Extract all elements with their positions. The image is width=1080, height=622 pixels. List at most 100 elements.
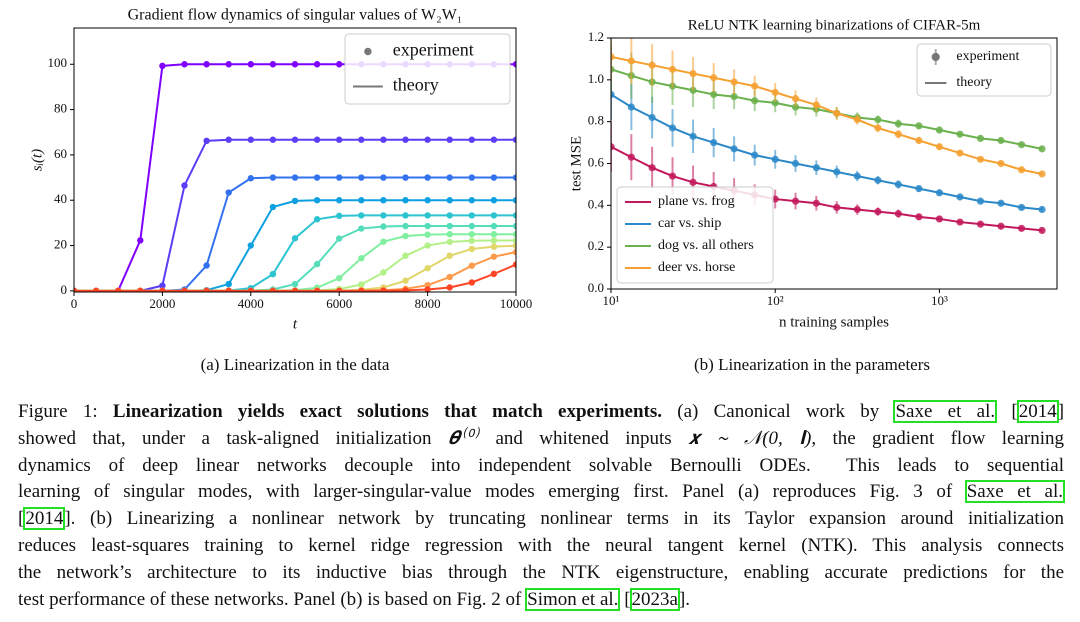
citation[interactable]: Simon et al. — [525, 587, 621, 611]
y-tick-label: 80 — [54, 101, 67, 116]
experiment-point — [358, 212, 365, 219]
experiment-point — [512, 136, 516, 143]
x-tick-label: 8000 — [415, 296, 441, 311]
experiment-point — [159, 62, 166, 70]
experiment-point — [291, 174, 299, 181]
subcaption: (a) Linearization in the data — [201, 355, 390, 374]
caption-text: , the gradient flow learning — [811, 427, 1065, 449]
experiment-point — [446, 222, 453, 230]
experiment-point — [424, 222, 431, 230]
y-tick-label: 1.2 — [588, 29, 604, 44]
legend-label: theory — [393, 75, 439, 95]
experiment-point — [291, 287, 299, 292]
caption-text: learning of singular modes, with larger-… — [18, 481, 966, 503]
experiment-point — [137, 237, 144, 244]
experiment-point — [380, 238, 387, 245]
experiment-point — [225, 189, 232, 196]
experiment-point — [203, 262, 210, 269]
x-tick-label: 0 — [71, 296, 78, 311]
experiment-point — [313, 136, 321, 143]
experiment-point — [402, 174, 409, 181]
experiment-point — [512, 174, 516, 181]
x-tick-label: 10¹ — [603, 293, 620, 308]
experiment-point — [358, 197, 365, 204]
caption-text: Figure 1: — [18, 401, 113, 422]
x-axis-label: t — [293, 316, 298, 332]
citation[interactable]: Saxe et al. — [893, 400, 998, 423]
y-tick-label: 1.0 — [588, 71, 604, 86]
experiment-point — [336, 274, 343, 282]
experiment-point — [358, 174, 365, 181]
experiment-point — [313, 174, 321, 181]
experiment-point — [181, 182, 188, 189]
experiment-point — [468, 136, 475, 143]
citation[interactable]: Saxe et al. — [964, 480, 1066, 504]
caption-text: [ — [619, 588, 631, 610]
experiment-point — [512, 222, 516, 230]
plot-frame — [73, 27, 517, 293]
experiment-point — [291, 136, 299, 143]
y-tick-label: 0.0 — [588, 280, 604, 295]
experiment-point — [336, 235, 343, 242]
experiment-point — [402, 197, 409, 204]
y-tick-label: 0.8 — [588, 113, 604, 128]
citation[interactable]: 2023a — [629, 587, 680, 611]
experiment-point — [446, 231, 453, 238]
citation[interactable]: 2014 — [23, 507, 66, 531]
y-tick-label: 60 — [54, 146, 67, 161]
experiment-point — [313, 287, 321, 292]
experiment-point — [446, 212, 453, 219]
x-axis-label: n training samples — [779, 314, 889, 330]
experiment-point — [512, 248, 516, 256]
experiment-point — [446, 238, 453, 246]
experiment-point — [380, 197, 387, 204]
theory-line — [611, 93, 1043, 211]
caption-text: and whitened inputs — [479, 427, 689, 449]
experiment-point — [468, 212, 475, 219]
experiment-point — [247, 175, 254, 182]
plot-frame — [610, 37, 1058, 290]
citation[interactable]: 2014 — [1016, 400, 1059, 423]
experiment-point — [512, 242, 516, 249]
caption-text: the network’s architecture to its induct… — [18, 561, 1064, 583]
caption-text: test performance of these networks. Pane… — [18, 588, 527, 610]
experiment-point — [336, 287, 343, 292]
experiment-point — [380, 212, 387, 219]
experiment-point — [468, 279, 475, 286]
y-tick-label: 20 — [54, 237, 67, 252]
experiment-point — [181, 287, 188, 292]
experiment-point — [358, 287, 365, 292]
experiment-point — [247, 61, 254, 68]
experiment-point — [512, 231, 516, 238]
experiment-point — [92, 287, 100, 292]
legend-label: theory — [956, 75, 992, 90]
experiment-point — [468, 174, 475, 181]
y-tick-label: 100 — [48, 55, 68, 70]
experiment-point — [269, 287, 277, 292]
experiment-point — [225, 287, 232, 292]
caption-text: 𝒙 ∼ 𝒩(0, 𝐈) — [688, 427, 812, 449]
experiment-point — [490, 231, 498, 238]
experiment-point — [490, 222, 498, 230]
caption-line: showed that, under a task-aligned initia… — [18, 426, 1064, 453]
x-tick-label: 10000 — [500, 296, 533, 311]
experiment-point — [446, 273, 453, 281]
legend-label: plane vs. frog — [658, 194, 735, 209]
experiment-point — [336, 174, 343, 181]
caption-line: test performance of these networks. Pane… — [18, 587, 1064, 614]
legend-label: dog vs. all others — [658, 238, 754, 253]
caption-line: [2014]. (b) Linearizing a nonlinear netw… — [18, 506, 1064, 533]
caption-text: ] — [1057, 401, 1065, 422]
experiment-point — [269, 174, 277, 181]
caption-text: showed that, under a task-aligned initia… — [18, 427, 448, 449]
experiment-point — [247, 242, 254, 249]
caption-text: ]. — [678, 588, 691, 610]
experiment-point — [402, 287, 409, 292]
experiment-point — [402, 232, 409, 240]
experiment-point — [424, 242, 431, 249]
caption-text: [ — [18, 508, 25, 530]
experiment-point — [490, 243, 498, 250]
experiment-point — [402, 136, 409, 143]
experiment-point — [468, 231, 475, 238]
experiment-point — [380, 287, 387, 292]
